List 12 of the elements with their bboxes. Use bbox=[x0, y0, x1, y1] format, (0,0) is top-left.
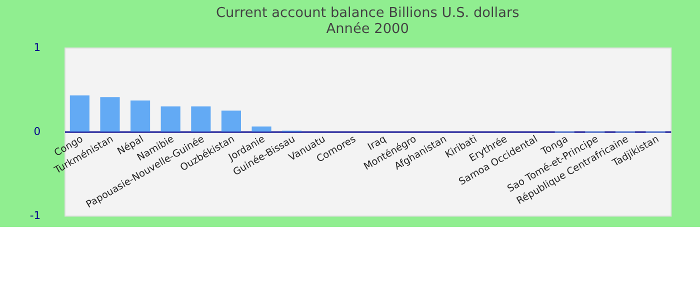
bar bbox=[191, 106, 211, 132]
bar bbox=[100, 97, 120, 132]
bar bbox=[130, 100, 150, 132]
bar bbox=[221, 110, 241, 132]
y-tick-label: -1 bbox=[30, 209, 41, 222]
y-tick-label: 0 bbox=[34, 125, 41, 138]
bar bbox=[252, 126, 272, 132]
bar bbox=[160, 106, 180, 132]
chart-title: Current account balance Billions U.S. dollars bbox=[216, 5, 520, 22]
bar bbox=[70, 95, 90, 132]
y-tick-label: 1 bbox=[34, 40, 41, 54]
chart-subtitle: Année 2000 bbox=[326, 20, 409, 37]
